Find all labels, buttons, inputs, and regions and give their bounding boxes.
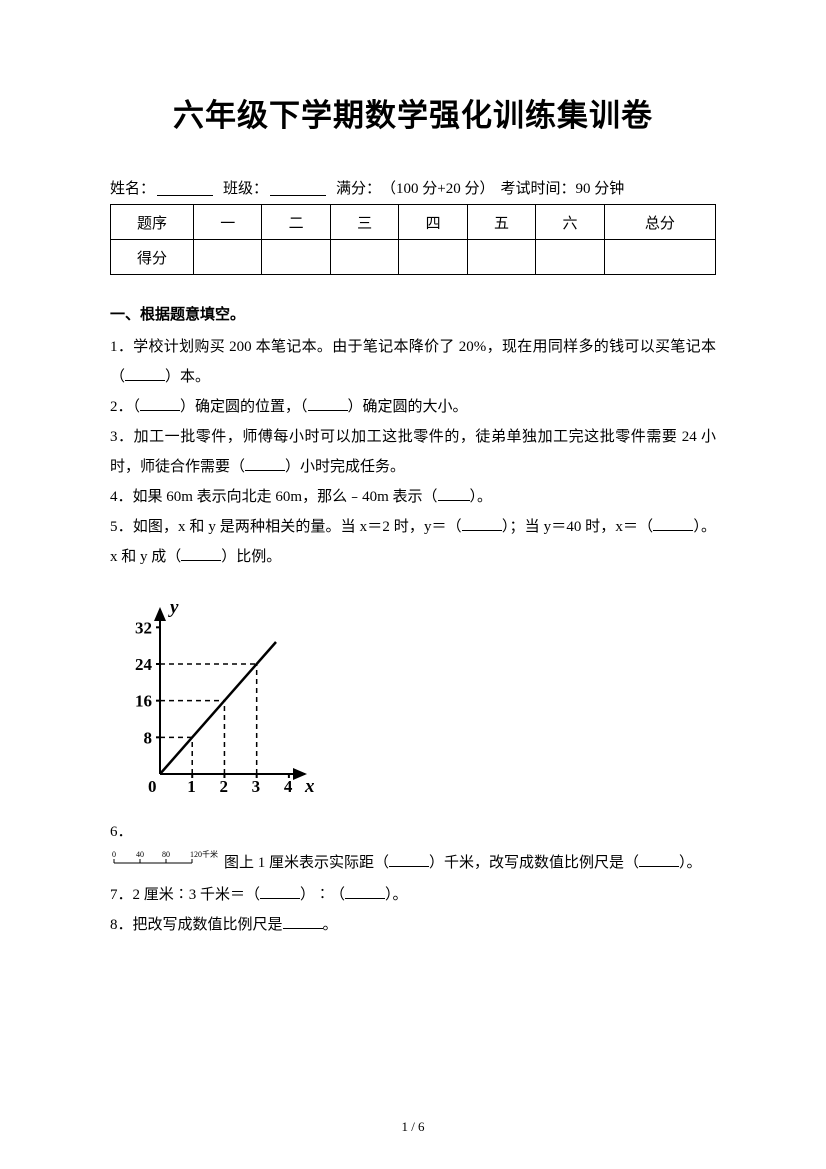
score-table: 题序 一 二 三 四 五 六 总分 得分 [110,204,716,275]
q2-text-b: ）确定圆的位置，（ [180,399,308,415]
q6-text-a: 图上 1 厘米表示实际距（ [224,855,389,871]
row-label: 题序 [111,205,194,240]
col-header: 一 [194,205,262,240]
svg-text:40: 40 [136,850,144,859]
q3-text-b: ）小时完成任务。 [285,459,405,475]
question-6-line2: 0 40 80 120千米 图上 1 厘米表示实际距（ ）千米，改写成数值比例尺是（ ）。 [110,847,716,880]
q6-blank-2[interactable] [639,852,679,867]
svg-text:x: x [304,776,315,797]
class-blank[interactable] [270,177,326,196]
q4-blank[interactable] [438,486,470,501]
col-header: 三 [330,205,398,240]
score-cell[interactable] [399,240,467,275]
q6-text-b: ）千米，改写成数值比例尺是（ [429,855,639,871]
page: 六年级下学期数学强化训练集训卷 姓名： 班级： 满分： （100 分+20 分）… [0,0,826,1169]
q2-blank-1[interactable] [140,396,180,411]
svg-text:8: 8 [144,728,153,747]
meta-line: 姓名： 班级： 满分： （100 分+20 分） 考试时间： 90 分钟 [110,177,716,198]
col-header: 二 [262,205,330,240]
question-8: 8．把改写成数值比例尺是 。 [110,910,716,940]
svg-text:0: 0 [112,850,116,859]
question-1: 1．学校计划购买 200 本笔记本。由于笔记本降价了 20%，现在用同样多的钱可… [110,332,716,392]
q5-blank-2[interactable] [653,516,693,531]
q8-blank[interactable] [283,914,323,929]
col-header: 四 [399,205,467,240]
q6-blank-1[interactable] [389,852,429,867]
q6-text-c: ）。 [679,855,702,871]
question-7: 7．2 厘米∶3 千米＝（ ）∶（ ）。 [110,880,716,910]
svg-text:16: 16 [135,692,152,711]
score-cell[interactable] [536,240,604,275]
score-cell[interactable] [604,240,715,275]
svg-text:y: y [168,597,179,618]
name-label: 姓名： [110,177,155,198]
xy-chart-svg: 0 1 2 3 4 8 16 24 32 x y [110,594,320,804]
table-row: 题序 一 二 三 四 五 六 总分 [111,205,716,240]
time-value: 90 分钟 [576,177,625,198]
time-label: 考试时间： [501,177,576,198]
q2-blank-2[interactable] [308,396,348,411]
svg-text:24: 24 [135,655,153,674]
score-cell[interactable] [467,240,535,275]
class-label: 班级： [223,177,268,198]
q5-text-b: ）；当 y＝40 时，x＝（ [502,519,653,535]
xy-chart: 0 1 2 3 4 8 16 24 32 x y [110,594,716,809]
scale-bar-svg: 0 40 80 120千米 [110,847,220,869]
question-5: 5．如图，x 和 y 是两种相关的量。当 x＝2 时，y＝（ ）；当 y＝40 时… [110,512,716,572]
q1-text-b: ）本。 [165,369,210,385]
col-header: 五 [467,205,535,240]
score-cell[interactable] [194,240,262,275]
svg-text:1: 1 [187,777,196,796]
q5-blank-1[interactable] [462,516,502,531]
col-header: 总分 [604,205,715,240]
page-number: 1 / 6 [0,1119,826,1135]
q6-label: 6． [110,824,133,840]
spacer [328,177,336,198]
full-value: （100 分+20 分） [381,177,494,198]
q8-text-b: 。 [323,917,338,933]
section-title: 一、根据题意填空。 [110,303,716,324]
q2-text-c: ）确定圆的大小。 [348,399,468,415]
col-header: 六 [536,205,604,240]
svg-text:0: 0 [148,777,157,796]
q2-text-a: 2．（ [110,399,140,415]
q7-text-a: 7．2 厘米∶3 千米＝（ [110,887,260,903]
q5-text-d: ）比例。 [221,549,281,565]
q5-text-a: 5．如图，x 和 y 是两种相关的量。当 x＝2 时，y＝（ [110,519,462,535]
q5-blank-3[interactable] [181,546,221,561]
q7-text-c: ）。 [385,887,408,903]
page-title: 六年级下学期数学强化训练集训卷 [110,90,716,135]
q8-text-a: 8．把改写成数值比例尺是 [110,917,283,933]
question-4: 4．如果 60m 表示向北走 60m，那么﹣40m 表示（ ）。 [110,482,716,512]
svg-text:32: 32 [135,618,152,637]
spacer [215,177,223,198]
svg-text:80: 80 [162,850,170,859]
svg-text:2: 2 [219,777,228,796]
svg-text:4: 4 [284,777,293,796]
q7-text-b: ）∶（ [300,887,345,903]
question-6: 6． [110,817,716,847]
row-label: 得分 [111,240,194,275]
q7-blank-1[interactable] [260,884,300,899]
score-cell[interactable] [330,240,398,275]
name-blank[interactable] [157,177,213,196]
score-cell[interactable] [262,240,330,275]
table-row: 得分 [111,240,716,275]
q7-blank-2[interactable] [345,884,385,899]
question-3: 3．加工一批零件，师傅每小时可以加工这批零件的，徒弟单独加工完这批零件需要 24… [110,422,716,482]
full-label: 满分： [336,177,381,198]
q1-blank[interactable] [125,366,165,381]
svg-text:3: 3 [252,777,261,796]
q4-text-a: 4．如果 60m 表示向北走 60m，那么﹣40m 表示（ [110,489,438,505]
q3-blank[interactable] [245,456,285,471]
q3-text-a: 3．加工一批零件，师傅每小时可以加工这批零件的，徒弟单独加工完这批零件需要 24… [110,429,716,475]
q4-text-b: ）。 [470,489,493,505]
svg-text:120千米: 120千米 [190,849,218,859]
scale-bar: 0 40 80 120千米 [110,847,220,880]
question-2: 2．（ ）确定圆的位置，（ ）确定圆的大小。 [110,392,716,422]
